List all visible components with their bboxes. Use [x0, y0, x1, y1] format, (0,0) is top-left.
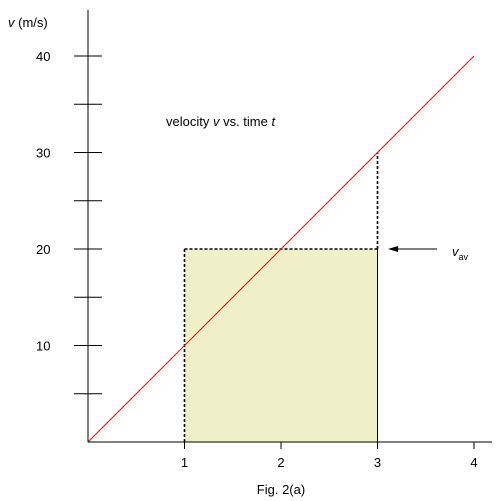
y-axis-label: v (m/s) [8, 15, 48, 30]
v-av-arrow-head [388, 246, 398, 252]
v-av-label: vav [452, 244, 469, 262]
x-tick-label-1: 1 [181, 455, 188, 470]
y-tick-label-30: 30 [36, 146, 50, 161]
x-tick-label-2: 2 [277, 455, 284, 470]
chart-annotation: velocity v vs. time t [166, 114, 276, 129]
series-line-1 [87, 55, 475, 443]
y-tick-label-10: 10 [36, 339, 50, 354]
x-tick-label-3: 3 [374, 455, 381, 470]
y-tick-label-20: 20 [36, 242, 50, 257]
figure-caption: Fig. 2(a) [257, 482, 305, 497]
shaded-area [184, 249, 378, 442]
x-tick-label-4: 4 [470, 455, 477, 470]
y-tick-label-40: 40 [36, 49, 50, 64]
